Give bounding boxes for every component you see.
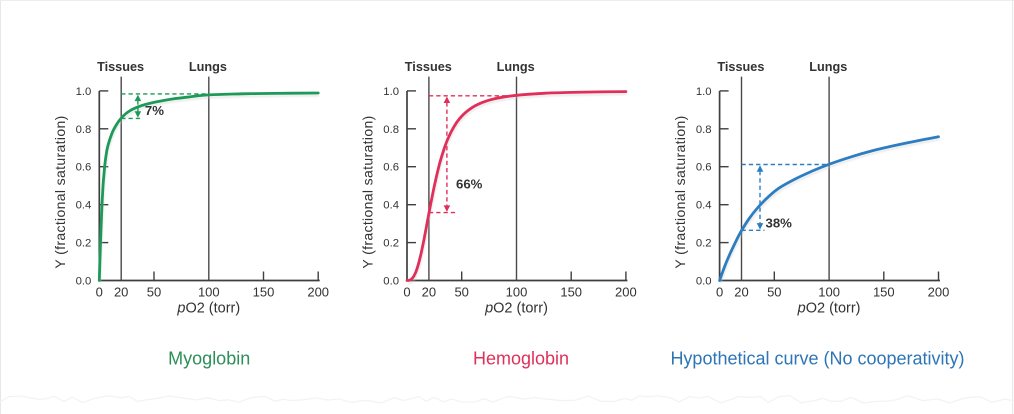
svg-text:Myoglobin: Myoglobin bbox=[168, 349, 250, 369]
svg-text:0.8: 0.8 bbox=[383, 124, 399, 136]
svg-text:100: 100 bbox=[818, 285, 840, 300]
svg-text:150: 150 bbox=[873, 285, 895, 300]
svg-text:0.2: 0.2 bbox=[76, 238, 92, 250]
svg-text:Lungs: Lungs bbox=[189, 60, 227, 74]
svg-text:0.0: 0.0 bbox=[76, 276, 92, 288]
svg-text:150: 150 bbox=[560, 285, 582, 300]
svg-text:Tissues: Tissues bbox=[717, 60, 764, 74]
svg-text:66%: 66% bbox=[456, 177, 483, 192]
svg-text:0.2: 0.2 bbox=[383, 238, 399, 250]
svg-text:0: 0 bbox=[716, 285, 723, 300]
svg-text:200: 200 bbox=[928, 285, 950, 300]
svg-text:20: 20 bbox=[114, 285, 128, 300]
svg-text:50: 50 bbox=[147, 285, 161, 300]
svg-text:100: 100 bbox=[198, 285, 220, 300]
svg-text:pO2 (torr): pO2 (torr) bbox=[484, 301, 548, 317]
svg-text:150: 150 bbox=[253, 285, 275, 300]
svg-text:Lungs: Lungs bbox=[497, 60, 535, 74]
svg-text:20: 20 bbox=[422, 285, 436, 300]
svg-text:Lungs: Lungs bbox=[809, 60, 847, 74]
svg-text:0.8: 0.8 bbox=[76, 124, 92, 136]
svg-text:0.6: 0.6 bbox=[76, 162, 92, 174]
svg-text:50: 50 bbox=[767, 285, 781, 300]
svg-text:Tissues: Tissues bbox=[97, 60, 144, 74]
svg-text:0.6: 0.6 bbox=[696, 162, 712, 174]
svg-text:20: 20 bbox=[734, 285, 748, 300]
svg-text:0.4: 0.4 bbox=[76, 200, 92, 212]
svg-text:0.0: 0.0 bbox=[383, 276, 399, 288]
svg-text:1.0: 1.0 bbox=[383, 86, 399, 98]
svg-text:38%: 38% bbox=[766, 216, 793, 231]
svg-text:200: 200 bbox=[307, 285, 329, 300]
svg-text:50: 50 bbox=[454, 285, 468, 300]
svg-text:1.0: 1.0 bbox=[76, 86, 92, 98]
svg-text:0: 0 bbox=[96, 285, 103, 300]
svg-text:1.0: 1.0 bbox=[696, 86, 712, 98]
svg-text:100: 100 bbox=[506, 285, 528, 300]
svg-text:0.4: 0.4 bbox=[383, 200, 399, 212]
svg-text:pO2 (torr): pO2 (torr) bbox=[176, 301, 240, 317]
svg-text:0.2: 0.2 bbox=[696, 238, 712, 250]
svg-text:Tissues: Tissues bbox=[405, 60, 452, 74]
svg-text:0.6: 0.6 bbox=[383, 162, 399, 174]
svg-text:0.8: 0.8 bbox=[696, 124, 712, 136]
svg-text:pO2 (torr): pO2 (torr) bbox=[797, 301, 861, 317]
svg-text:200: 200 bbox=[615, 285, 637, 300]
svg-text:Y (fractional saturation): Y (fractional saturation) bbox=[52, 115, 68, 268]
svg-text:Y (fractional saturation): Y (fractional saturation) bbox=[360, 115, 376, 268]
svg-text:0.4: 0.4 bbox=[696, 200, 712, 212]
svg-text:Hemoglobin: Hemoglobin bbox=[473, 349, 569, 369]
svg-text:0.0: 0.0 bbox=[696, 276, 712, 288]
svg-text:Y (fractional saturation): Y (fractional saturation) bbox=[672, 115, 688, 268]
svg-text:Hypothetical curve (No coopera: Hypothetical curve (No cooperativity) bbox=[670, 349, 964, 369]
svg-text:7%: 7% bbox=[145, 103, 164, 118]
svg-text:0: 0 bbox=[403, 285, 410, 300]
